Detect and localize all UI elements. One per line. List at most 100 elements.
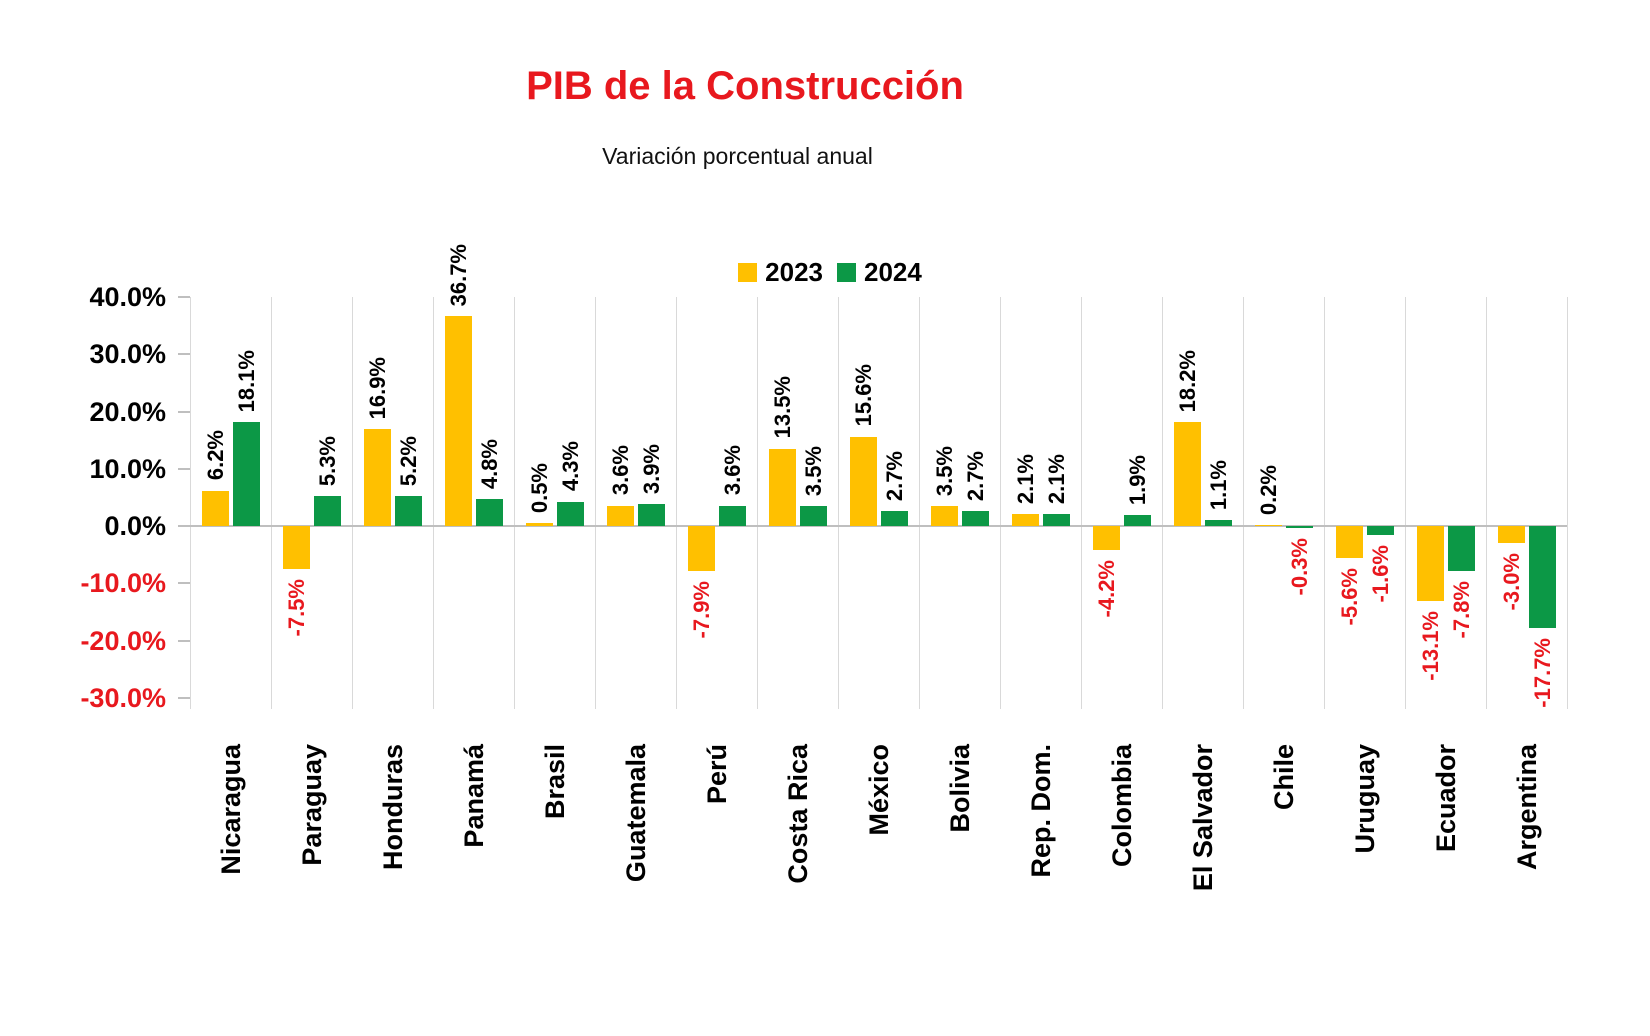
value-label-2024-colombia: 1.9% [1124,455,1150,506]
category-label-brasil: Brasil [539,744,570,820]
category-cell-el-salvador: El Salvador [1162,744,1243,974]
bar-2023-nicaragua [202,490,229,527]
category-gridline [513,297,515,709]
category-label-colombia: Colombia [1106,744,1137,868]
bar-2023-rep-dom [1012,514,1039,527]
bar-2024-panam [476,498,503,527]
legend-item-2024: 2024 [837,257,922,288]
category-label-m-xico: México [863,744,894,836]
value-label-2023-honduras: 16.9% [364,356,390,420]
bar-2023-per [688,526,715,572]
category-cell-rep-dom: Rep. Dom. [1000,744,1081,974]
bar-2024-colombia [1124,515,1151,527]
category-cell-paraguay: Paraguay [271,744,352,974]
category-cell-ecuador: Ecuador [1405,744,1486,974]
category-gridline [1242,297,1244,709]
bar-2024-chile [1286,526,1313,528]
bar-2024-ecuador [1448,526,1475,571]
bar-2024-bolivia [962,510,989,527]
y-axis-label-10-0: -10.0% [80,568,166,599]
category-gridline [189,297,191,709]
category-label-ecuador: Ecuador [1430,744,1461,853]
y-axis-tick [178,296,190,298]
legend-swatch-2024 [837,262,856,282]
category-cell-per: Perú [676,744,757,974]
category-cell-chile: Chile [1243,744,1324,974]
category-label-costa-rica: Costa Rica [782,744,813,884]
category-gridline [1323,297,1325,709]
value-label-2023-argentina: -3.0% [1498,553,1524,611]
category-cell-panam: Panamá [433,744,514,974]
category-label-per: Perú [701,744,732,805]
value-label-2023-colombia: -4.2% [1093,560,1119,618]
category-gridline [1485,297,1487,709]
bar-2024-argentina [1529,526,1556,628]
value-label-2023-costa-rica: 13.5% [769,376,795,439]
category-gridline [1566,297,1568,709]
y-axis-label-40-0: 40.0% [89,282,166,312]
category-gridline [837,297,839,709]
value-label-2023-panam: 36.7% [445,243,471,306]
value-label-2024-costa-rica: 3.5% [800,445,826,497]
value-label-2023-chile: 0.2% [1255,464,1281,515]
category-label-honduras: Honduras [377,744,408,871]
category-label-chile: Chile [1268,744,1299,811]
category-gridline [675,297,677,709]
category-label-bolivia: Bolivia [944,744,975,833]
category-cell-uruguay: Uruguay [1324,744,1405,974]
bar-2023-costa-rica [769,448,796,527]
category-gridline [756,297,758,709]
bar-2024-rep-dom [1043,514,1070,527]
value-label-2023-ecuador: -13.1% [1417,611,1443,681]
bar-2023-uruguay [1336,526,1363,559]
category-cell-colombia: Colombia [1081,744,1162,974]
bar-2023-guatemala [607,505,634,527]
value-label-2023-nicaragua: 6.2% [202,430,228,481]
category-gridline [1161,297,1163,709]
value-label-2023-paraguay: -7.5% [283,579,309,637]
category-gridline [594,297,596,709]
y-axis-tick [178,353,190,356]
value-label-2023-per: -7.9% [688,581,714,639]
category-cell-guatemala: Guatemala [595,744,676,974]
value-label-2024-per: 3.6% [719,445,745,496]
category-gridline [351,297,353,709]
y-axis-tick [178,467,190,470]
legend: 2023 2024 [10,257,1650,287]
legend-swatch-2023 [738,262,758,282]
bar-2023-honduras [364,429,391,527]
y-axis-label-30-0: -30.0% [80,683,166,713]
bar-2024-uruguay [1367,526,1394,536]
bar-2023-chile [1255,524,1282,527]
value-label-2023-bolivia: 3.5% [931,445,957,497]
bar-2023-paraguay [283,526,310,570]
y-axis-label-20-0: -20.0% [80,625,166,656]
category-gridline [918,297,920,709]
category-label-rep-dom: Rep. Dom. [1025,744,1056,878]
value-label-2024-bolivia: 2.7% [962,450,988,501]
chart-title: PIB de la Construcción [526,64,964,108]
category-gridline [1080,297,1082,709]
value-label-2023-rep-dom: 2.1% [1012,453,1038,505]
category-cell-m-xico: México [838,744,919,974]
value-label-2024-paraguay: 5.3% [314,435,340,486]
category-cell-argentina: Argentina [1486,744,1567,974]
value-label-2024-panam: 4.8% [476,438,502,489]
chart-subtitle: Variación porcentual anual [602,143,873,169]
bar-2024-m-xico [881,510,908,527]
value-label-2024-uruguay: -1.6% [1367,545,1393,603]
category-label-argentina: Argentina [1511,744,1542,871]
value-label-2024-guatemala: 3.9% [638,443,664,494]
y-axis-label-30-0: 30.0% [89,339,166,370]
value-label-2023-m-xico: 15.6% [850,364,876,427]
y-axis-tick [178,639,190,642]
category-gridline [1404,297,1406,709]
legend-label-2024: 2024 [864,256,922,287]
category-cell-nicaragua: Nicaragua [190,744,271,974]
y-axis-label-20-0: 20.0% [89,396,166,427]
bar-2023-bolivia [931,506,958,527]
bar-2024-paraguay [314,495,341,527]
bar-2023-ecuador [1417,526,1444,602]
value-label-2024-chile: -0.3% [1286,537,1312,596]
